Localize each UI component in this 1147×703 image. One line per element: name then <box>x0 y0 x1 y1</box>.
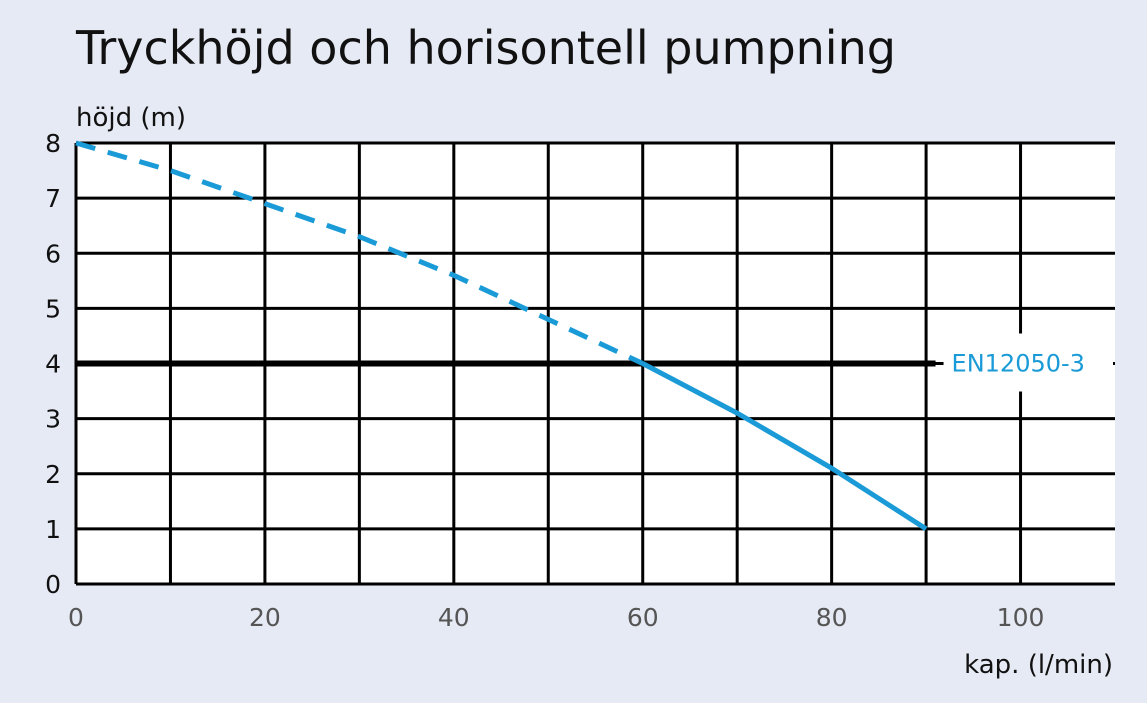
x-tick-label: 20 <box>249 603 281 632</box>
chart-title: Tryckhöjd och horisontell pumpning <box>75 21 896 75</box>
y-tick-label: 6 <box>45 239 61 268</box>
y-tick-label: 0 <box>45 570 61 599</box>
x-tick-label: 80 <box>816 603 848 632</box>
y-axis-title: höjd (m) <box>76 103 186 133</box>
x-tick-label: 100 <box>997 603 1045 632</box>
series-line-solid <box>641 361 928 532</box>
y-tick-label: 8 <box>45 129 61 158</box>
y-tick-label: 2 <box>45 460 61 489</box>
x-tick-label: 60 <box>627 603 659 632</box>
reference-label-background <box>943 333 1113 392</box>
x-axis-title: kap. (l/min) <box>964 650 1113 680</box>
y-tick-label: 5 <box>45 294 61 323</box>
x-tick-label: 0 <box>68 603 84 632</box>
x-tick-label: 40 <box>438 603 470 632</box>
y-tick-label: 3 <box>45 405 61 434</box>
y-tick-labels: 0 1 2 3 4 5 6 7 8 <box>45 129 61 599</box>
x-tick-labels: 0 20 40 60 80 100 <box>68 603 1044 632</box>
reference-label: EN12050-3 <box>952 350 1085 378</box>
y-tick-label: 7 <box>45 184 61 213</box>
series-group <box>75 140 928 532</box>
y-tick-label: 4 <box>45 350 61 379</box>
y-tick-label: 1 <box>45 515 61 544</box>
annotation-group: EN12050-3 <box>943 333 1113 392</box>
